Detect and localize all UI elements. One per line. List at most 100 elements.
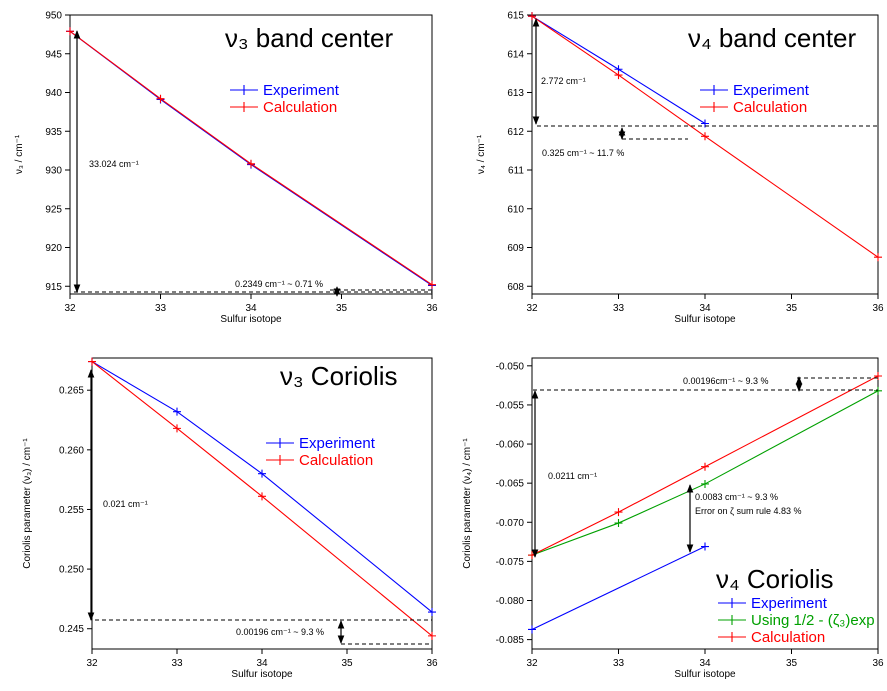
x-tick-label: 34 (245, 303, 257, 314)
x-tick-label: 33 (155, 303, 167, 314)
data-point (247, 159, 255, 168)
chart-panel-2: 32 33 34 35 36 608 609 610 611 612 613 614 615 Sulfur… (476, 11, 884, 326)
annotation-label: 0.325 cm⁻¹ ~ 11.7 % (542, 148, 624, 158)
y-axis-label: ν₄ / cm⁻¹ (476, 134, 487, 174)
y-axis-label: Coriolis parameter (ν₃) / cm⁻¹ (22, 438, 33, 569)
annotation-label: 0.2349 cm⁻¹ ~ 0.71 % (235, 279, 323, 289)
y-tick-label: -0.080 (496, 596, 525, 607)
x-tick-label: 34 (699, 658, 711, 669)
x-tick-label: 35 (341, 658, 353, 669)
x-tick-label: 32 (64, 303, 76, 314)
y-tick-label: 611 (508, 166, 524, 177)
legend-entry: Experiment (299, 435, 376, 452)
data-point (428, 631, 436, 640)
x-tick-label: 33 (613, 303, 625, 314)
x-tick-label: 35 (786, 303, 798, 314)
legend-entry: Calculation (751, 629, 825, 646)
chart-panel-1: 32 33 34 35 36 915 920 925 930 935 940 945 950 Sulfur… (14, 11, 438, 326)
x-axis-label: Sulfur isotope (674, 669, 736, 680)
annotation-label: Error on ζ sum rule 4.83 % (695, 506, 802, 516)
series-line-1 (531, 546, 706, 630)
annotation-label: 0.0211 cm⁻¹ (548, 471, 597, 481)
y-tick-label: -0.050 (496, 361, 525, 372)
y-tick-label: -0.070 (496, 518, 525, 529)
legend-entry: Calculation (263, 99, 337, 116)
y-tick-label: -0.055 (496, 400, 525, 411)
y-tick-label: 608 (507, 282, 524, 293)
legend-entry: Experiment (263, 82, 340, 99)
y-tick-label: 0.250 (59, 565, 84, 576)
series-line-2 (91, 361, 433, 637)
data-point (173, 407, 181, 416)
x-tick-label: 34 (699, 303, 711, 314)
annotation-label: 0.00196 cm⁻¹ ~ 9.3 % (236, 627, 324, 637)
data-point (614, 71, 623, 80)
y-tick-label: -0.075 (496, 557, 525, 568)
x-tick-label: 33 (613, 658, 625, 669)
annotation-label: 0.0083 cm⁻¹ ~ 9.3 % (695, 492, 778, 502)
x-tick-label: 36 (426, 658, 438, 669)
data-point (173, 424, 181, 433)
y-tick-label: 0.260 (59, 445, 84, 456)
data-point (874, 253, 882, 262)
y-tick-label: 614 (507, 49, 524, 60)
y-tick-label: 940 (45, 88, 62, 99)
x-tick-label: 32 (86, 658, 98, 669)
annotation-label: 2.772 cm⁻¹ (541, 76, 586, 86)
series-line-3 (531, 375, 879, 556)
x-tick-label: 36 (426, 303, 438, 314)
y-tick-label: 610 (507, 204, 524, 215)
x-tick-label: 32 (526, 303, 538, 314)
y-axis-label: Coriolis parameter (ν₄) / cm⁻¹ (462, 438, 473, 569)
x-tick-label: 36 (872, 658, 884, 669)
x-axis-label: Sulfur isotope (674, 314, 736, 325)
x-axis-label: Sulfur isotope (231, 669, 293, 680)
x-tick-label: 35 (786, 658, 798, 669)
y-tick-label: -0.065 (496, 479, 525, 490)
y-tick-label: 609 (507, 243, 524, 254)
series-line-2 (531, 15, 879, 258)
y-tick-label: 935 (45, 127, 62, 138)
x-tick-label: 34 (256, 658, 268, 669)
data-point (614, 519, 623, 528)
chart-panel-3: 32 33 34 35 36 0.245 0.250 0.255 0.260 0.265 Sulfu… (22, 357, 438, 680)
data-point (701, 462, 709, 471)
y-tick-label: 925 (45, 204, 62, 215)
data-point (874, 386, 882, 395)
legend-entry: Using 1/2 - (ζ₃)exp (751, 612, 875, 629)
data-point (701, 479, 709, 488)
y-tick-label: 613 (507, 88, 524, 99)
y-tick-label: 920 (45, 243, 62, 254)
data-point (701, 542, 709, 551)
y-tick-label: 950 (45, 11, 62, 22)
data-point (66, 27, 74, 36)
x-tick-label: 36 (872, 303, 884, 314)
y-tick-label: 915 (45, 282, 62, 293)
y-axis-label: ν₃ / cm⁻¹ (14, 134, 25, 174)
y-tick-label: 0.255 (59, 505, 84, 516)
plot-frame (69, 14, 433, 295)
data-point (156, 94, 165, 103)
chart-title: ν₃ band center (225, 23, 393, 53)
series-line-2 (69, 30, 433, 286)
series-line-2 (531, 390, 879, 556)
y-tick-label: 945 (45, 49, 62, 60)
y-tick-label: -0.085 (496, 635, 525, 646)
data-point (614, 508, 623, 517)
chart-title: ν₄ band center (688, 23, 857, 53)
x-tick-label: 33 (171, 658, 183, 669)
data-point (88, 357, 96, 366)
legend-entry: Experiment (751, 595, 828, 612)
data-point (258, 492, 266, 501)
y-tick-label: 0.245 (59, 624, 84, 635)
annotation-label: 0.00196cm⁻¹ ~ 9.3 % (683, 376, 769, 386)
chart-title: ν₃ Coriolis (280, 361, 398, 391)
legend-entry: Experiment (733, 82, 810, 99)
y-tick-label: 615 (507, 11, 524, 22)
x-tick-label: 32 (526, 658, 538, 669)
data-point (428, 608, 436, 617)
legend-entry: Calculation (733, 99, 807, 116)
chart-panel-4: 32 33 34 35 36 -0.085 -0.080 -0.075 -0.070 -0.065… (462, 357, 884, 680)
data-point (258, 469, 266, 478)
y-tick-label: 930 (45, 166, 62, 177)
